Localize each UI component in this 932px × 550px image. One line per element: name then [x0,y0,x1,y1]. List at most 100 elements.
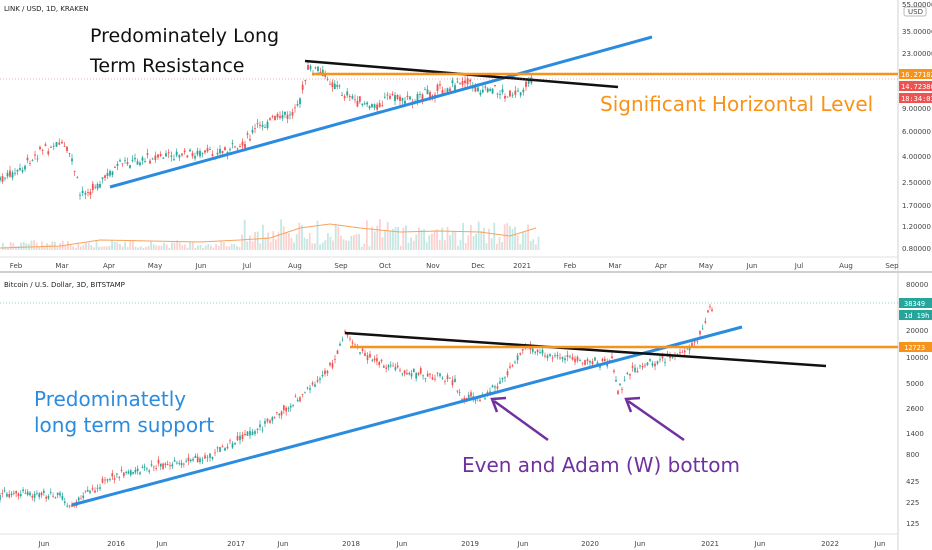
bottom-candle [594,357,596,361]
top-volume-bar [15,246,17,250]
bottom-candle [426,373,429,377]
currency-badge[interactable] [903,6,927,17]
top-candle [94,186,97,188]
bottom-price-tag-last [899,298,932,308]
top-volume-bar [67,241,69,250]
top-candle [251,129,254,133]
top-volume-bar [220,240,223,250]
bottom-candle [636,370,639,373]
bottom-y-tick: 80000 [906,281,928,289]
bottom-symbol-header: Bitcoin / U.S. Dollar, 3D, BITSTAMP [4,281,125,289]
top-volume-bar [20,242,22,250]
top-volume-bar [405,225,407,250]
top-x-tick: Jul [242,262,252,270]
bottom-candle [615,379,617,382]
bottom-candle [22,489,24,492]
bottom-candle [651,363,654,366]
top-candle [259,124,261,126]
bottom-support-trendline[interactable] [71,325,743,507]
top-volume-bar [293,242,295,250]
top-blue-trendline[interactable] [109,35,653,189]
bottom-candle [571,357,574,360]
top-candle [216,152,219,155]
bottom-candle [385,367,387,369]
top-candle [136,161,139,165]
bottom-candle [56,492,59,496]
top-volume-bar [449,235,451,250]
top-volume-bar [212,247,215,250]
top-candle [363,103,366,105]
bottom-candle [406,373,408,375]
bottom-candle [501,378,504,380]
top-candle [175,151,178,156]
top-candle [281,115,284,119]
top-candle [6,172,9,177]
top-candle [331,82,334,88]
top-candle [0,177,1,181]
top-candle [39,147,41,150]
bottom-candle [201,459,204,461]
bottom-candle [454,378,456,383]
top-x-tick: Sep [885,262,899,270]
bottom-candle [410,373,413,377]
axes: Feb Mar Apr May Jun Jul Aug Sep Oct Nov Dec 2021 Feb… [10,1,932,548]
top-candle [19,168,21,170]
bottom-candle [189,459,192,462]
top-volume-bar [389,231,392,250]
bottom-candle [383,365,385,368]
bottom-candle [556,355,559,357]
bottom-candle [546,355,549,358]
top-volume-bar [457,245,459,250]
top-volume-bar [472,236,475,250]
top-y-tick: 1.70000 [902,202,931,210]
bottom-candle [559,357,561,359]
top-candle [304,80,307,82]
bottom-candle [141,467,144,468]
bottom-candle [549,354,551,357]
bottom-x-tick: Jun [277,540,289,548]
top-volume-bar [360,246,363,250]
top-candle [466,78,469,85]
bottom-x-tick: 2020 [581,540,599,548]
top-volume-bar [12,242,15,250]
bottom-candle [626,372,629,375]
top-candle [63,145,66,147]
top-candle [219,148,221,154]
bottom-candle [394,367,397,370]
top-volume-bar [464,243,467,250]
top-volume-bar [121,246,124,250]
top-volume-bar [147,245,150,250]
top-volume-bar [150,240,152,250]
bottom-resistance-line[interactable] [344,331,827,368]
bottom-candle [496,386,499,389]
bottom-candle [153,466,155,468]
top-candle [456,81,459,83]
bottom-candle [326,370,329,374]
top-candle [31,160,34,161]
bottom-candle [429,373,431,375]
bottom-candle [261,429,264,431]
bottom-candle [499,381,501,384]
top-candle [506,96,509,98]
bottom-candle [292,404,294,406]
bottom-candle [77,497,80,501]
bottom-candle [441,377,444,379]
bottom-candle [631,365,634,368]
top-candle [343,96,346,99]
top-candle [451,80,454,84]
top-volume-bar [334,223,337,250]
bottom-candle [566,355,569,357]
top-candle [333,83,336,90]
top-candle [254,128,256,130]
top-x-tick: Feb [564,262,577,270]
bottom-candle [31,496,34,498]
top-candle [474,86,477,92]
bottom-candle [334,359,336,360]
top-volume-bar [119,244,121,250]
top-candle [221,151,224,154]
top-x-tick: Sep [334,262,348,270]
top-candle [201,153,204,154]
top-volume-bar [537,236,540,250]
top-candle [134,158,136,160]
